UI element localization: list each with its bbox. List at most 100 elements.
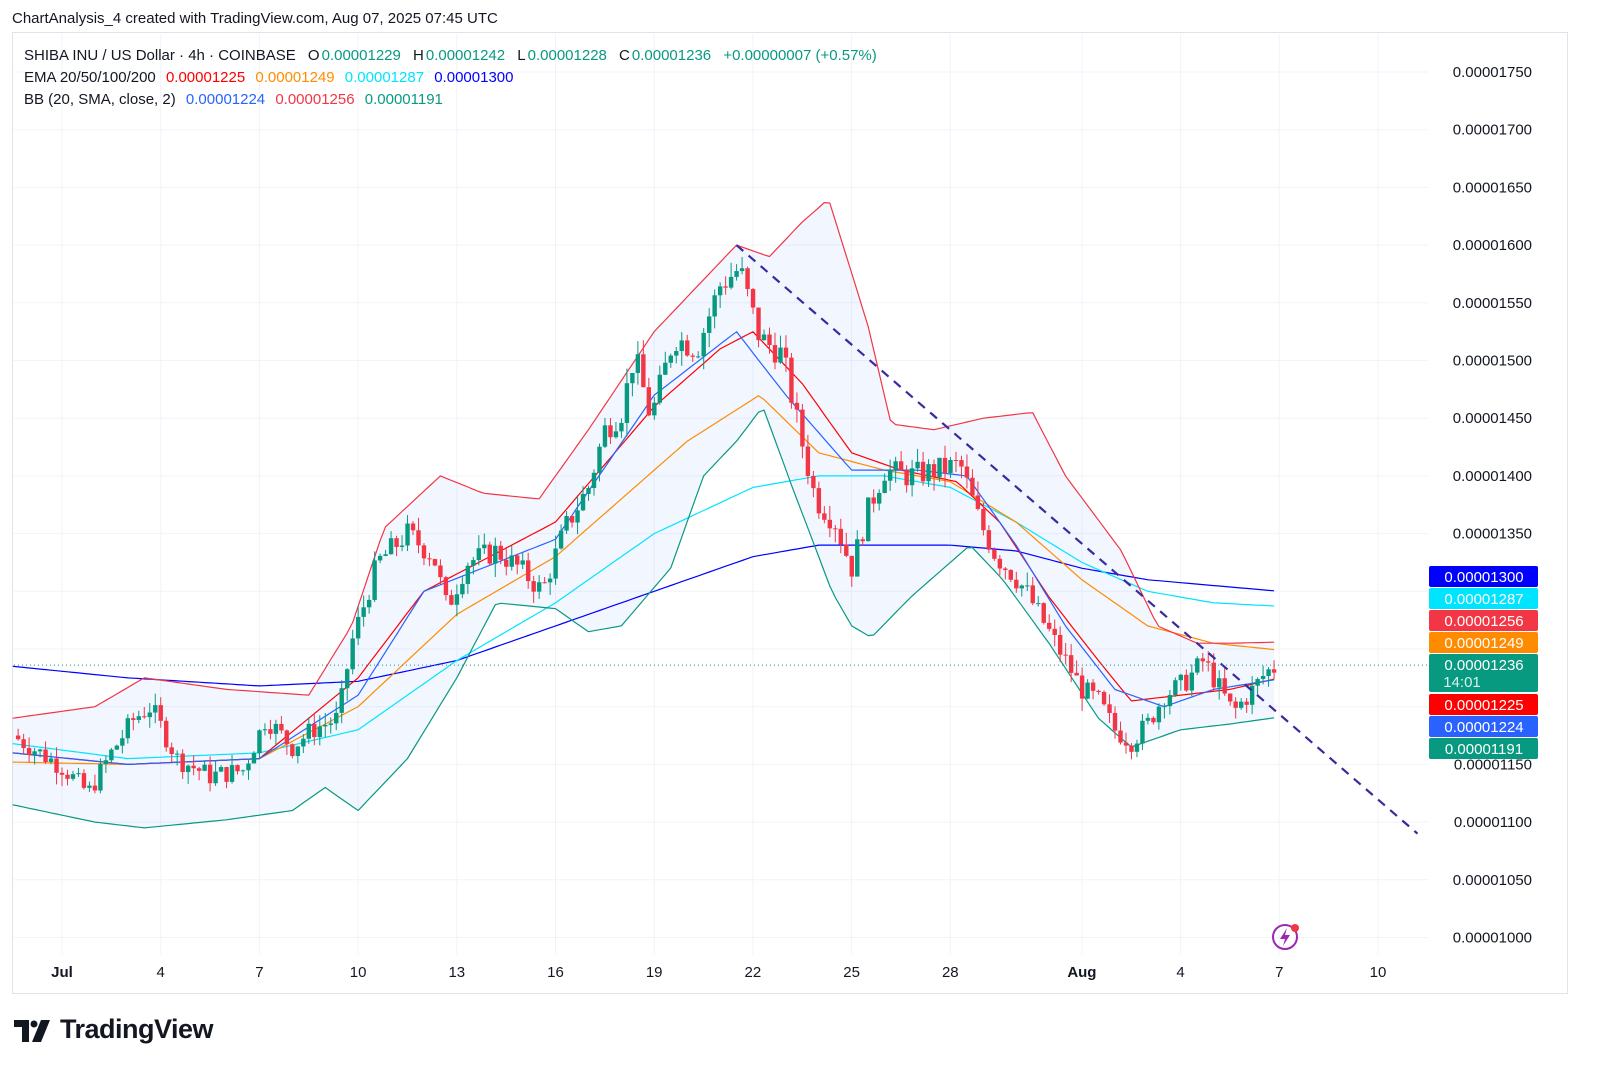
candle-body — [334, 712, 339, 724]
candle-body — [345, 669, 350, 689]
candle-body — [1200, 658, 1205, 662]
candle-body — [992, 549, 997, 559]
candle-body — [1008, 570, 1014, 580]
candle-body — [454, 594, 460, 605]
candle-body — [48, 758, 54, 762]
ema200-value: 0.00001300 — [434, 69, 514, 86]
price-axis-label: 0.00001400 — [1453, 468, 1532, 485]
time-axis-label: 10 — [1370, 964, 1387, 981]
price-axis-label: 0.00001600 — [1453, 237, 1532, 254]
candle-body — [509, 555, 514, 567]
candle-body — [586, 487, 591, 494]
candle-body — [1041, 603, 1046, 623]
time-axis-label: 19 — [646, 964, 663, 981]
bb-basis-line — [12, 331, 1275, 765]
candle-body — [849, 555, 854, 577]
candle-body — [536, 582, 542, 592]
candle-body — [1260, 675, 1266, 679]
candle-body — [147, 712, 152, 718]
indicator-lines — [12, 202, 1275, 829]
candle-body — [723, 286, 728, 288]
candle-body — [959, 460, 964, 467]
candle-body — [1233, 701, 1238, 708]
candle-body — [76, 773, 81, 775]
legend-bb-row[interactable]: BB (20, SMA, close, 2) 0.00001224 0.0000… — [24, 91, 443, 108]
candle-body — [312, 723, 317, 738]
candle-body — [1025, 585, 1030, 587]
candle-body — [580, 493, 586, 511]
bb-label[interactable]: BB (20, SMA, close, 2) — [24, 91, 176, 108]
candle-body — [685, 340, 690, 356]
price-tag-value: 0.00001249 — [1444, 635, 1523, 652]
tradingview-logo[interactable]: TradingView — [14, 1014, 214, 1045]
candle-body — [323, 724, 328, 727]
candle-body — [394, 538, 399, 547]
price-axis-label: 0.00001750 — [1453, 64, 1532, 81]
candle-body — [142, 716, 147, 718]
candle-body — [964, 466, 970, 478]
candle-body — [366, 599, 372, 608]
tradingview-wordmark: TradingView — [60, 1014, 214, 1044]
price-tag-bg — [1429, 588, 1538, 609]
candle-body — [383, 554, 388, 556]
price-tag-bg — [1429, 694, 1538, 715]
lightning-icon[interactable] — [1272, 924, 1299, 950]
candle-body — [1206, 661, 1211, 663]
candle-body — [1266, 669, 1271, 676]
chart-overlays — [1272, 924, 1299, 950]
candle-body — [1249, 685, 1255, 705]
candle-body — [377, 555, 383, 561]
candle-body — [745, 268, 750, 290]
price-tag-value: 0.00001191 — [1445, 741, 1523, 758]
candle-body — [641, 354, 646, 388]
trendline-layer — [14, 244, 1428, 835]
time-axis-label: 25 — [843, 964, 860, 981]
candle-body — [493, 545, 498, 564]
bb-lower-line — [12, 409, 1275, 829]
candlesticks — [15, 256, 1277, 794]
candle-body — [136, 716, 141, 720]
candle-body — [268, 729, 273, 734]
price-axis-label: 0.00001000 — [1453, 930, 1532, 947]
candle-body — [597, 446, 602, 473]
candle-body — [1074, 672, 1079, 676]
candle-body — [251, 753, 257, 764]
symbol-title[interactable]: SHIBA INU / US Dollar · 4h · COINBASE — [24, 47, 296, 64]
low-label: L — [517, 47, 526, 64]
candle-body — [421, 545, 427, 559]
price-tag: 0.00001256 — [1429, 610, 1538, 631]
candle-body — [575, 510, 580, 523]
candle-body — [1047, 622, 1052, 629]
candle-body — [1244, 701, 1249, 705]
price-tag: 0.00001224 — [1429, 716, 1538, 737]
candle-body — [273, 723, 279, 734]
candle-body — [975, 495, 981, 509]
candle-body — [284, 730, 290, 745]
price-axis-label: 0.00001450 — [1453, 410, 1532, 427]
lightning-icon-ring — [1272, 924, 1298, 950]
candle-body — [717, 286, 723, 296]
ema-label[interactable]: EMA 20/50/100/200 — [24, 69, 156, 86]
candle-body — [1184, 674, 1189, 691]
candle-body — [1036, 603, 1041, 605]
high-label: H — [413, 47, 424, 64]
candle-body — [103, 760, 109, 764]
candle-body — [728, 276, 734, 288]
time-axis-label: 10 — [350, 964, 367, 981]
chart-frame — [12, 32, 1568, 994]
time-axis-label: 4 — [1176, 964, 1184, 981]
candle-body — [608, 425, 613, 438]
candle-body — [1162, 706, 1167, 708]
bb-upper-value: 0.00001256 — [275, 91, 355, 108]
legend-ema-row[interactable]: EMA 20/50/100/200 0.00001225 0.00001249 … — [24, 69, 513, 86]
candle-body — [109, 749, 114, 761]
candle-body — [997, 558, 1003, 569]
candle-body — [904, 470, 909, 486]
candle-body — [410, 523, 416, 531]
price-axis-label: 0.00001550 — [1453, 295, 1532, 312]
price-axis: 0.00001750 0.00001700 0.00001650 0.00001600… — [1453, 64, 1532, 947]
candle-body — [690, 355, 695, 357]
